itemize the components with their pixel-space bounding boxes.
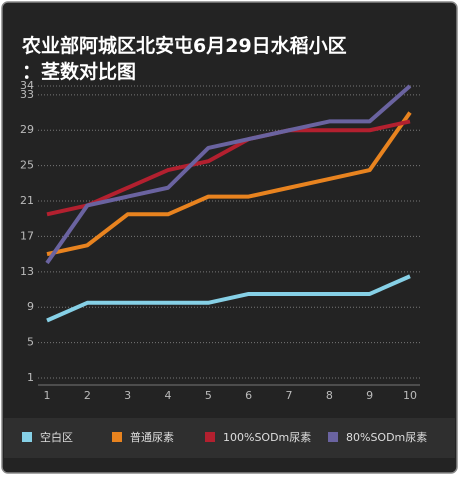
series-line <box>45 84 412 265</box>
title-block: 农业部阿城区北安屯6月29日水稻小区：茎数对比图 <box>21 34 347 83</box>
y-tick-label: 29 <box>20 123 34 136</box>
legend-swatch <box>328 432 338 442</box>
legend-swatch <box>205 432 215 442</box>
y-tick-label: 33 <box>20 88 34 101</box>
legend-band <box>4 418 455 458</box>
y-tick-label: 25 <box>20 159 34 172</box>
series-line <box>46 111 412 257</box>
x-tick-label: 10 <box>403 389 417 402</box>
legend-swatch <box>22 432 32 442</box>
x-tick-label: 9 <box>366 389 373 402</box>
y-tick-label: 13 <box>20 265 34 278</box>
x-tick-label: 8 <box>326 389 333 402</box>
x-tick-label: 6 <box>245 389 252 402</box>
legend-label: 普通尿素 <box>130 430 174 444</box>
series-line <box>46 274 411 323</box>
y-tick-label: 21 <box>20 194 34 207</box>
chart-title: 农业部阿城区北安屯6月29日水稻小区：茎数对比图 <box>21 34 347 83</box>
y-tick-label: 5 <box>27 336 34 349</box>
x-tick-label: 3 <box>124 389 131 402</box>
legend-label: 80%SODm尿素 <box>346 431 427 444</box>
legend-swatch <box>112 432 122 442</box>
x-tick-label: 1 <box>44 389 51 402</box>
x-tick-label: 2 <box>84 389 91 402</box>
x-tick-label: 4 <box>165 389 172 402</box>
x-tick-label: 7 <box>286 389 293 402</box>
y-tick-label: 17 <box>20 229 34 242</box>
y-tick-label: 1 <box>27 371 34 384</box>
y-tick-label: 9 <box>27 300 34 313</box>
series-line <box>46 119 411 217</box>
y-tick-label: 34 <box>20 79 34 92</box>
legend-label: 100%SODm尿素 <box>223 431 311 444</box>
x-tick-label: 5 <box>205 389 212 402</box>
legend-label: 空白区 <box>40 430 73 444</box>
